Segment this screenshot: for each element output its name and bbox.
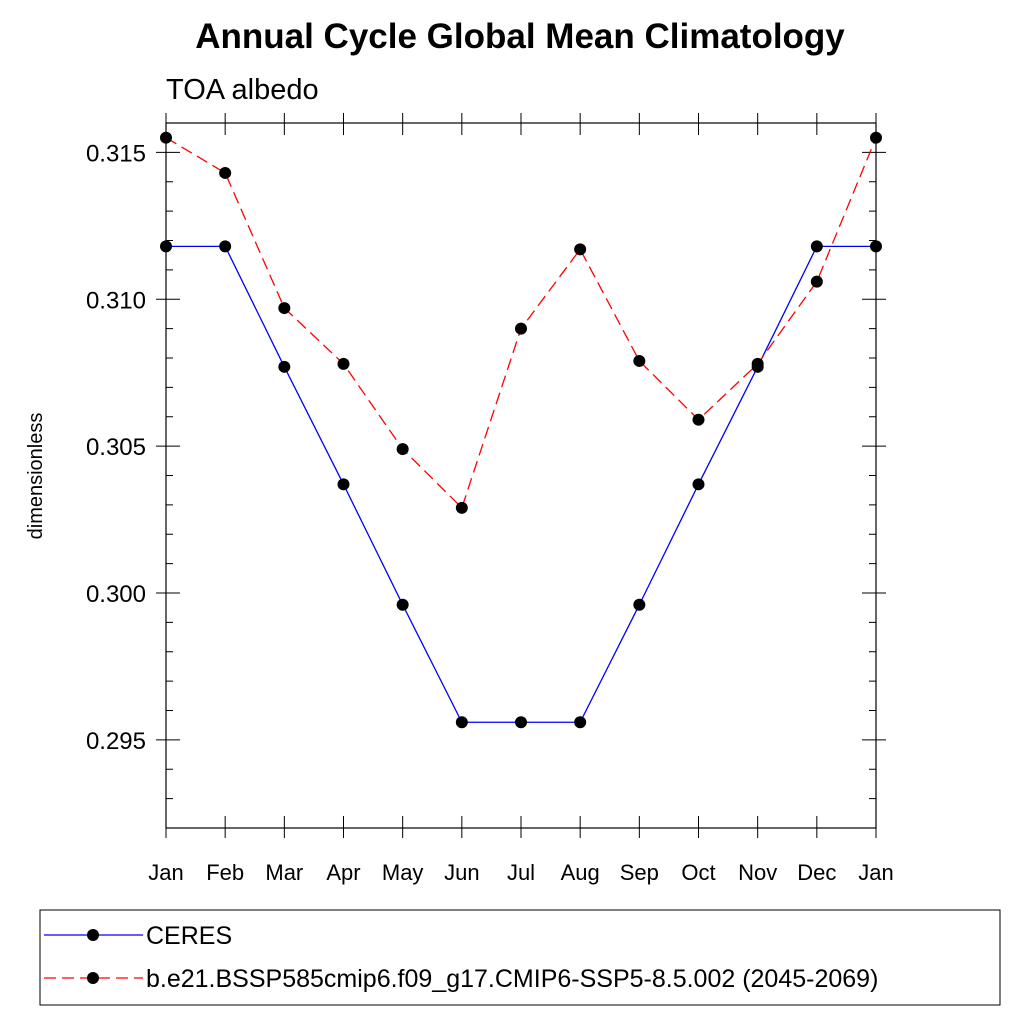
axis-ticks xyxy=(156,113,886,838)
series-0-point xyxy=(219,240,232,253)
x-tick-label: Jan xyxy=(148,860,183,885)
x-tick-label: Mar xyxy=(265,860,303,885)
legend-model-marker xyxy=(87,972,99,984)
series-0-point xyxy=(278,360,291,373)
series-0-point xyxy=(515,716,527,729)
plot-frame xyxy=(165,122,877,829)
series-1-point xyxy=(278,302,291,315)
y-tick-label: 0.310 xyxy=(86,287,146,314)
x-tick-label: Aug xyxy=(561,860,600,885)
x-tick-label: Feb xyxy=(206,860,244,885)
chart-title: Annual Cycle Global Mean Climatology xyxy=(195,17,845,56)
series-1-point xyxy=(337,357,350,370)
x-tick-label: Oct xyxy=(681,860,715,885)
legend-ceres-marker xyxy=(87,929,99,941)
series-0-point xyxy=(810,240,823,253)
series-1-point xyxy=(574,243,587,256)
y-axis-label: dimensionless xyxy=(25,413,47,540)
series-0-point xyxy=(870,240,882,253)
series-0-point xyxy=(574,716,587,729)
series-1-point xyxy=(692,413,705,426)
y-tick-label: 0.305 xyxy=(86,434,146,461)
series-0-point xyxy=(396,598,409,611)
legend-label-model: b.e21.BSSP585cmip6.f09_g17.CMIP6-SSP5-8.… xyxy=(146,965,878,993)
series-0-point xyxy=(692,478,705,491)
series-1-point xyxy=(515,322,527,335)
series-1-point xyxy=(219,166,232,179)
y-tick-label: 0.295 xyxy=(86,728,146,755)
series-1-point xyxy=(396,443,409,456)
y-tick-labels: 0.295 0.300 0.305 0.310 0.315 xyxy=(86,140,146,755)
x-tick-label: Jun xyxy=(444,860,479,885)
series-layer xyxy=(160,131,882,729)
series-1-point xyxy=(870,131,882,144)
series-0-point xyxy=(455,716,468,729)
y-tick-label: 0.300 xyxy=(86,581,146,608)
x-tick-label: Jan xyxy=(858,860,893,885)
series-1-point xyxy=(455,501,468,514)
chart-subtitle: TOA albedo xyxy=(166,74,319,106)
x-tick-label: May xyxy=(382,860,424,885)
series-1-point xyxy=(751,357,764,370)
x-tick-label: Apr xyxy=(326,860,360,885)
legend-label-ceres: CERES xyxy=(146,922,232,950)
x-tick-labels: Jan Feb Mar Apr May Jun Jul Aug Sep Oct Nov Dec Jan xyxy=(148,860,893,885)
series-0-point xyxy=(633,598,646,611)
x-tick-label: Dec xyxy=(797,860,836,885)
x-tick-label: Jul xyxy=(507,860,535,885)
x-tick-label: Nov xyxy=(738,860,777,885)
legend: CERES b.e21.BSSP585cmip6.f09_g17.CMIP6-S… xyxy=(39,909,1001,1006)
series-line-0 xyxy=(166,245,876,723)
series-1-point xyxy=(810,275,823,288)
series-1-point xyxy=(633,354,646,367)
y-tick-label: 0.315 xyxy=(86,140,146,167)
series-1-point xyxy=(160,131,172,144)
x-tick-label: Sep xyxy=(620,860,659,885)
series-0-point xyxy=(337,478,350,491)
legend-box xyxy=(39,909,1001,1006)
series-0-point xyxy=(160,240,172,253)
